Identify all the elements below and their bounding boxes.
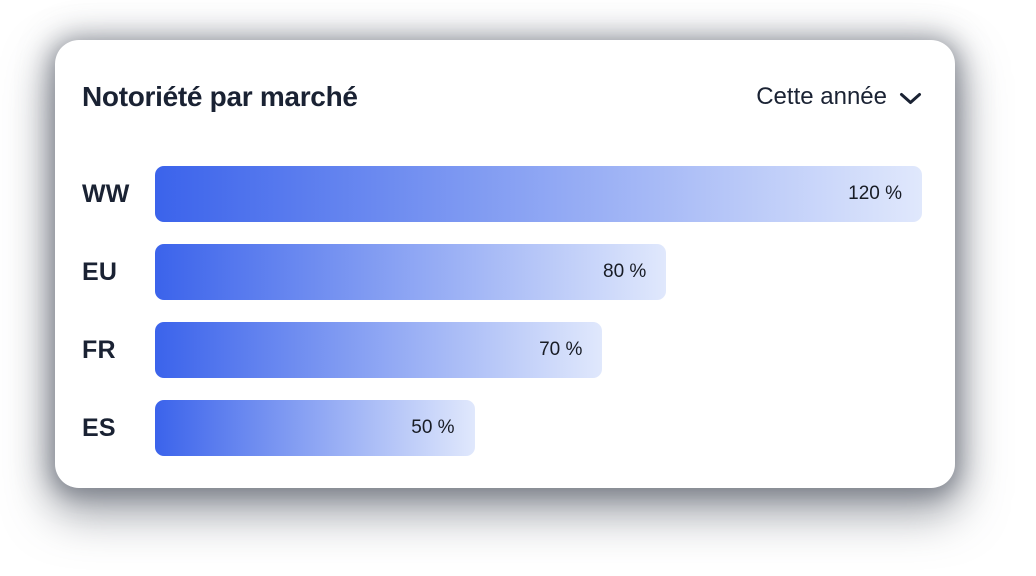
- bar-value-label: 80 %: [603, 261, 647, 282]
- period-filter-label: Cette année: [756, 83, 887, 110]
- chart-row-eu: EU 80 %: [82, 244, 922, 300]
- bar-track: 80 %: [155, 244, 922, 300]
- bar-track: 50 %: [155, 400, 922, 456]
- bar-track: 70 %: [155, 322, 922, 378]
- bar-chart: WW 120 % EU 80 % FR: [82, 166, 922, 456]
- chart-row-fr: FR 70 %: [82, 322, 922, 378]
- bar-eu: 80 %: [155, 244, 667, 300]
- bar-value-label: 120 %: [848, 183, 902, 204]
- category-label: EU: [82, 257, 118, 286]
- chart-row-ww: WW 120 %: [82, 166, 922, 222]
- category-label: FR: [82, 335, 116, 364]
- bar-track: 120 %: [155, 166, 922, 222]
- category-label: WW: [82, 179, 130, 208]
- bar-fr: 70 %: [155, 322, 603, 378]
- awareness-by-market-card: Notoriété par marché Cette année WW 120 …: [55, 40, 955, 488]
- card-title: Notoriété par marché: [82, 81, 358, 112]
- period-filter-dropdown[interactable]: Cette année: [756, 83, 922, 111]
- bar-value-label: 70 %: [539, 339, 583, 360]
- bar-ww: 120 %: [155, 166, 922, 222]
- bar-es: 50 %: [155, 400, 475, 456]
- chart-row-es: ES 50 %: [82, 400, 922, 456]
- chevron-down-icon: [899, 92, 922, 105]
- category-label: ES: [82, 413, 116, 442]
- bar-value-label: 50 %: [411, 417, 455, 438]
- card-header: Notoriété par marché Cette année: [82, 75, 922, 119]
